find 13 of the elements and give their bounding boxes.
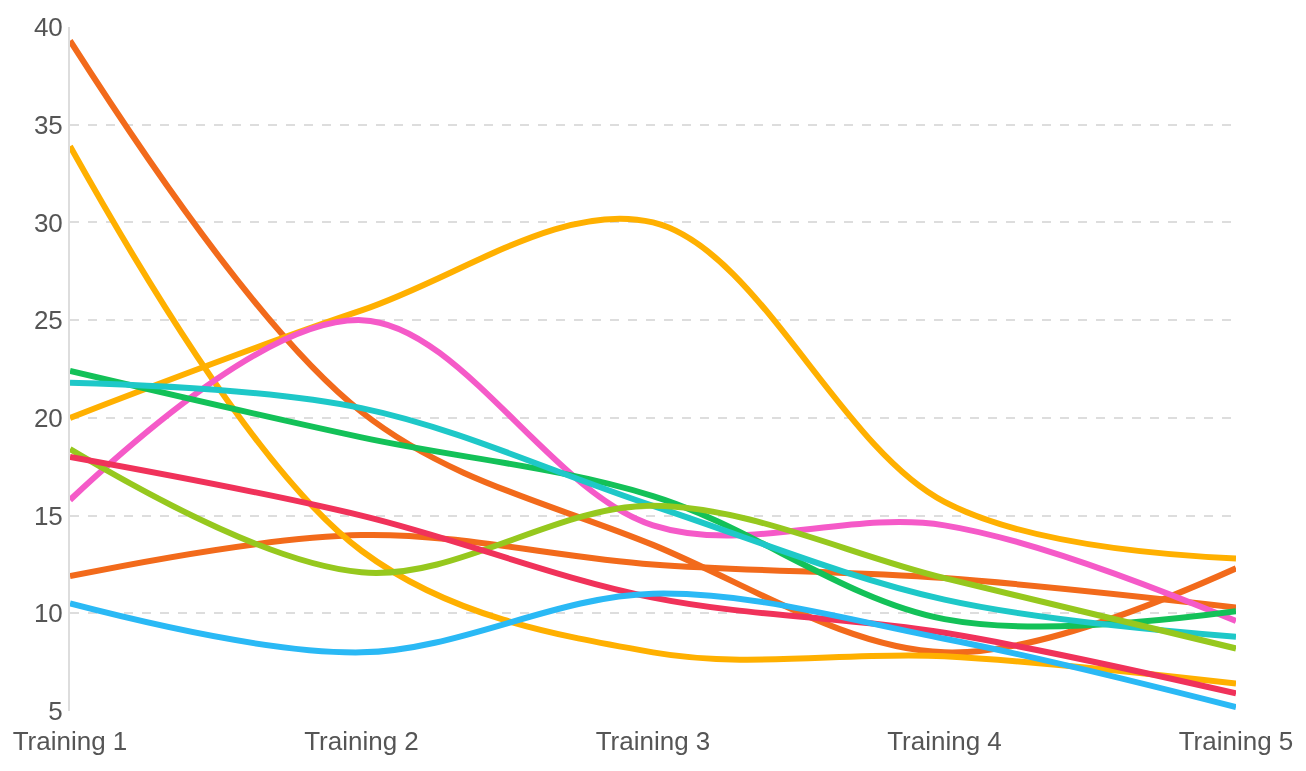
y-tick-label: 10 — [33, 598, 63, 629]
y-tick-label: 5 — [48, 696, 63, 727]
y-tick-label: 20 — [33, 402, 63, 433]
y-tick-label: 40 — [33, 12, 63, 43]
x-tick-label: Training 2 — [304, 726, 419, 756]
y-tick-label: 15 — [33, 500, 63, 531]
y-tick-label: 25 — [33, 305, 63, 336]
x-tick-label: Training 5 — [1178, 726, 1294, 756]
x-tick-label: Training 3 — [595, 726, 711, 756]
x-tick-label: Training 1 — [12, 726, 128, 756]
x-tick-label: Training 4 — [887, 726, 1002, 756]
y-tick-label: 30 — [33, 207, 63, 238]
y-tick-label: 35 — [33, 109, 63, 140]
